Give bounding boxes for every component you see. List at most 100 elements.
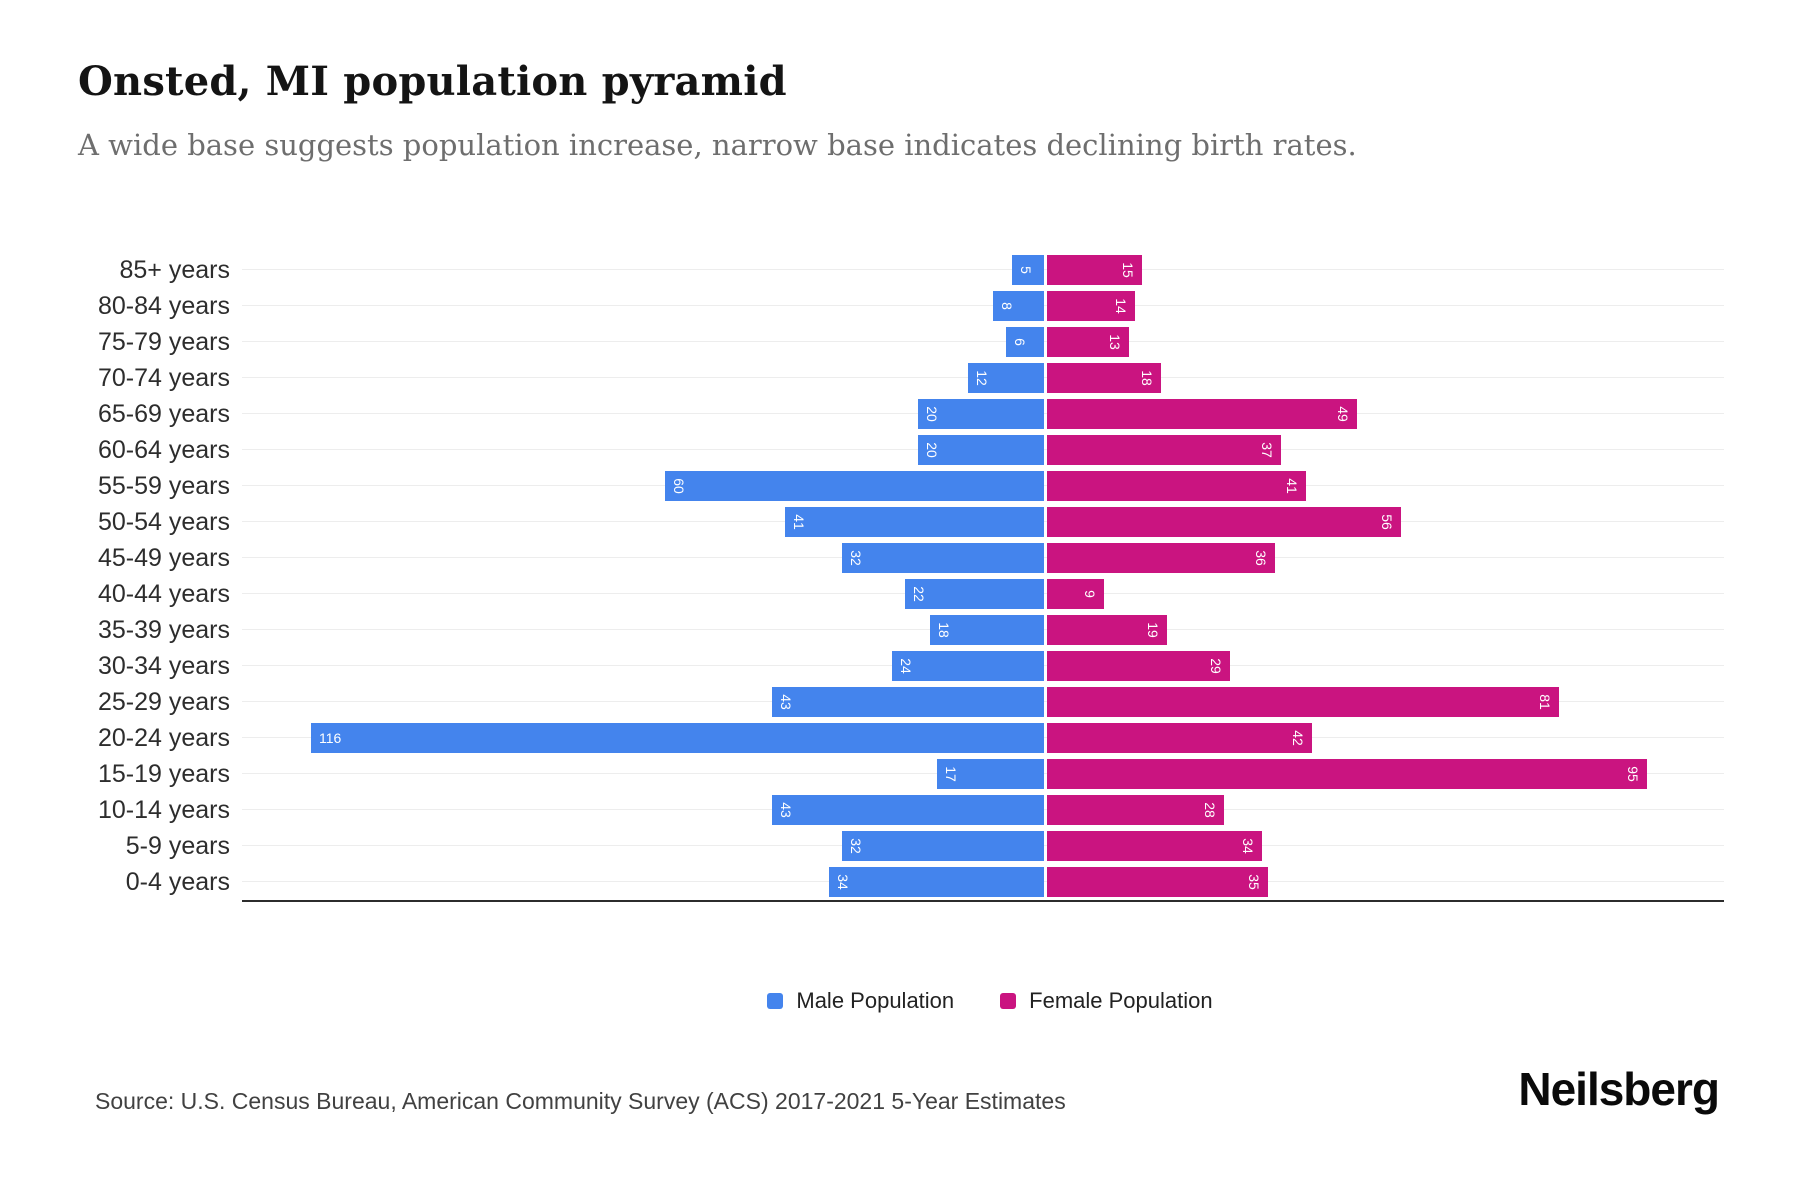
female-bar[interactable]: 56 xyxy=(1047,507,1401,537)
neilsberg-logo: Neilsberg xyxy=(1518,1063,1720,1115)
female-bar[interactable]: 37 xyxy=(1047,435,1281,465)
chart-legend: Male Population Female Population xyxy=(90,988,1800,1014)
male-bar[interactable]: 60 xyxy=(665,471,1044,501)
male-bar[interactable]: 20 xyxy=(918,399,1044,429)
female-bar[interactable]: 41 xyxy=(1047,471,1306,501)
male-value-label: 22 xyxy=(910,586,927,602)
row-plot-area: 20 49 xyxy=(242,396,1724,432)
female-value-label: 35 xyxy=(1245,874,1262,890)
male-bar[interactable]: 12 xyxy=(968,363,1044,393)
row-plot-area: 60 41 xyxy=(242,468,1724,504)
female-value-label: 34 xyxy=(1239,838,1256,854)
male-bar[interactable]: 116 xyxy=(311,723,1044,753)
male-bar[interactable]: 32 xyxy=(842,543,1044,573)
female-value-label: 29 xyxy=(1207,658,1224,674)
female-value-label: 81 xyxy=(1536,694,1553,710)
age-group-label: 35-39 years xyxy=(97,616,230,644)
male-value-label: 43 xyxy=(777,694,794,710)
age-group-label: 70-74 years xyxy=(97,364,230,392)
male-bar[interactable]: 20 xyxy=(918,435,1044,465)
male-legend-label: Male Population xyxy=(796,988,955,1013)
age-row: 50-54 years 41 56 xyxy=(80,504,1724,540)
source-attribution: Source: U.S. Census Bureau, American Com… xyxy=(95,1088,1066,1114)
female-bar[interactable]: 34 xyxy=(1047,831,1262,861)
age-row: 60-64 years 20 37 xyxy=(80,432,1724,468)
row-plot-area: 20 37 xyxy=(242,432,1724,468)
female-value-label: 28 xyxy=(1201,802,1218,818)
male-value-label: 24 xyxy=(897,658,914,674)
pyramid-rows: 85+ years 5 15 80-84 years 8 14 75-79 years 6 13… xyxy=(80,252,1724,900)
age-row: 75-79 years 6 13 xyxy=(80,324,1724,360)
age-row: 5-9 years 32 34 xyxy=(80,828,1724,864)
row-plot-area: 12 18 xyxy=(242,360,1724,396)
row-plot-area: 17 95 xyxy=(242,756,1724,792)
male-bar[interactable]: 8 xyxy=(993,291,1044,321)
female-bar[interactable]: 49 xyxy=(1047,399,1357,429)
female-value-label: 41 xyxy=(1283,478,1300,494)
female-bar[interactable]: 18 xyxy=(1047,363,1161,393)
female-bar[interactable]: 35 xyxy=(1047,867,1268,897)
male-value-label: 20 xyxy=(923,406,940,422)
male-bar[interactable]: 32 xyxy=(842,831,1044,861)
row-plot-area: 116 42 xyxy=(242,720,1724,756)
male-bar[interactable]: 24 xyxy=(892,651,1044,681)
female-value-label: 56 xyxy=(1378,514,1395,530)
male-value-label: 18 xyxy=(935,622,952,638)
age-row: 70-74 years 12 18 xyxy=(80,360,1724,396)
row-plot-area: 32 36 xyxy=(242,540,1724,576)
female-value-label: 19 xyxy=(1144,622,1161,638)
legend-item-male[interactable]: Male Population xyxy=(767,988,954,1014)
page-title: Onsted, MI population pyramid xyxy=(78,58,787,105)
male-bar[interactable]: 41 xyxy=(785,507,1044,537)
row-plot-area: 43 81 xyxy=(242,684,1724,720)
female-bar[interactable]: 15 xyxy=(1047,255,1142,285)
male-bar[interactable]: 22 xyxy=(905,579,1044,609)
age-row: 10-14 years 43 28 xyxy=(80,792,1724,828)
female-value-label: 9 xyxy=(1081,590,1098,598)
male-bar[interactable]: 18 xyxy=(930,615,1044,645)
age-row: 55-59 years 60 41 xyxy=(80,468,1724,504)
row-plot-area: 5 15 xyxy=(242,252,1724,288)
male-value-label: 17 xyxy=(942,766,959,782)
male-value-label: 43 xyxy=(777,802,794,818)
age-row: 65-69 years 20 49 xyxy=(80,396,1724,432)
population-pyramid-chart: 85+ years 5 15 80-84 years 8 14 75-79 years 6 13… xyxy=(80,252,1724,902)
age-group-label: 15-19 years xyxy=(97,760,230,788)
female-bar[interactable]: 29 xyxy=(1047,651,1230,681)
female-value-label: 13 xyxy=(1106,334,1123,350)
male-bar[interactable]: 5 xyxy=(1012,255,1044,285)
male-bar[interactable]: 43 xyxy=(772,795,1044,825)
age-row: 35-39 years 18 19 xyxy=(80,612,1724,648)
age-group-label: 80-84 years xyxy=(97,292,230,320)
legend-item-female[interactable]: Female Population xyxy=(1000,988,1213,1014)
female-legend-label: Female Population xyxy=(1029,988,1213,1013)
male-value-label: 5 xyxy=(1017,266,1034,274)
female-bar[interactable]: 28 xyxy=(1047,795,1224,825)
age-group-label: 60-64 years xyxy=(97,436,230,464)
female-value-label: 18 xyxy=(1138,370,1155,386)
row-plot-area: 34 35 xyxy=(242,864,1724,900)
female-bar[interactable]: 13 xyxy=(1047,327,1129,357)
female-bar[interactable]: 95 xyxy=(1047,759,1647,789)
age-group-label: 5-9 years xyxy=(125,832,230,860)
female-bar[interactable]: 36 xyxy=(1047,543,1275,573)
age-row: 85+ years 5 15 xyxy=(80,252,1724,288)
age-row: 15-19 years 17 95 xyxy=(80,756,1724,792)
male-bar[interactable]: 34 xyxy=(829,867,1044,897)
female-bar[interactable]: 14 xyxy=(1047,291,1135,321)
x-axis-line xyxy=(242,900,1724,902)
female-bar[interactable]: 19 xyxy=(1047,615,1167,645)
age-group-label: 20-24 years xyxy=(97,724,230,752)
male-bar[interactable]: 17 xyxy=(937,759,1044,789)
female-bar[interactable]: 9 xyxy=(1047,579,1104,609)
female-bar[interactable]: 42 xyxy=(1047,723,1312,753)
row-plot-area: 24 29 xyxy=(242,648,1724,684)
female-value-label: 95 xyxy=(1624,766,1641,782)
male-bar[interactable]: 43 xyxy=(772,687,1044,717)
female-bar[interactable]: 81 xyxy=(1047,687,1559,717)
gridline xyxy=(242,305,1724,306)
age-group-label: 0-4 years xyxy=(125,868,230,896)
age-group-label: 75-79 years xyxy=(97,328,230,356)
age-group-label: 45-49 years xyxy=(97,544,230,572)
male-bar[interactable]: 6 xyxy=(1006,327,1044,357)
